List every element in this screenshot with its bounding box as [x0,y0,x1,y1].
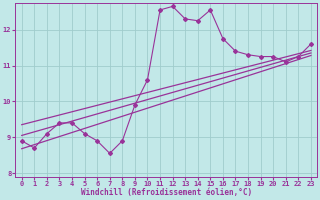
X-axis label: Windchill (Refroidissement éolien,°C): Windchill (Refroidissement éolien,°C) [81,188,252,197]
